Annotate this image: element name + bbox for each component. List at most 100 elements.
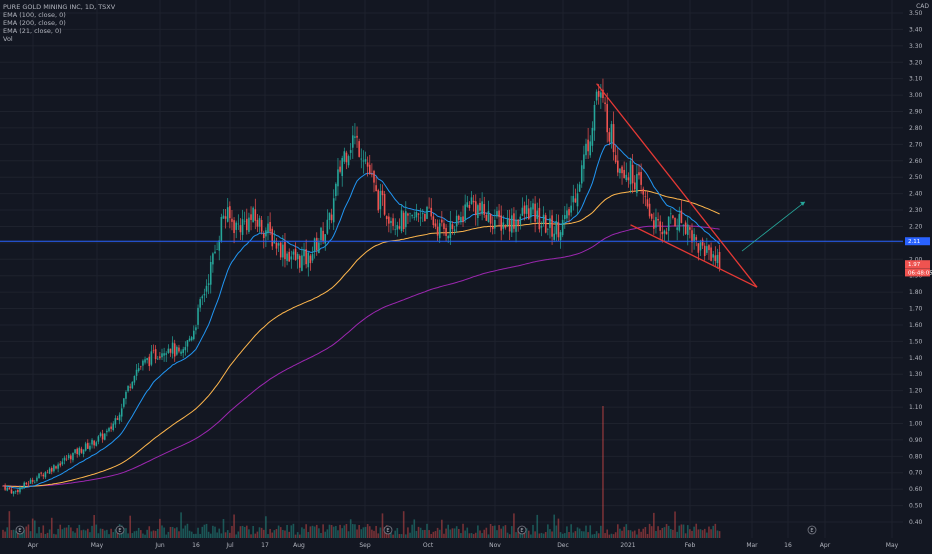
candle-body — [199, 299, 201, 308]
candle-body — [330, 214, 333, 221]
volume-bar — [40, 532, 42, 538]
candle-body — [455, 215, 458, 227]
volume-bar — [46, 532, 49, 538]
volume-bar — [25, 526, 28, 538]
y-tick-label: 2.20 — [909, 223, 923, 230]
candle-body — [48, 468, 51, 474]
candle-body — [587, 139, 589, 152]
volume-bar — [718, 531, 721, 538]
volume-bar — [441, 519, 443, 538]
candle-body — [500, 215, 502, 231]
volume-bar — [267, 534, 269, 538]
volume-bar — [36, 533, 38, 538]
y-tick-label: 2.00 — [909, 256, 923, 263]
candle-body — [485, 214, 488, 221]
volume-bar — [161, 525, 163, 538]
candle-body — [659, 221, 661, 231]
candle-body — [561, 219, 564, 236]
candle-body — [591, 127, 594, 146]
y-tick-label: 1.70 — [909, 306, 923, 313]
earnings-marker — [15, 525, 25, 535]
candle-body — [324, 234, 327, 244]
candle-body — [4, 485, 6, 490]
volume-bar — [602, 406, 604, 538]
volume-bar — [70, 527, 72, 538]
volume-bar — [27, 524, 30, 538]
candle-body — [589, 141, 592, 156]
candle-body — [17, 489, 19, 493]
legend-title: PURE GOLD MINING INC, 1D, TSXV — [3, 3, 116, 11]
candle-body — [260, 220, 263, 232]
y-tick-label: 1.00 — [909, 420, 923, 427]
candle-body — [360, 158, 363, 160]
candle-body — [547, 228, 549, 230]
volume-bar — [123, 527, 125, 538]
candle-body — [103, 433, 106, 440]
candle-body — [706, 246, 708, 253]
candle-body — [602, 89, 604, 99]
candle-body — [468, 204, 471, 209]
candle-body — [169, 348, 172, 353]
candle-body — [368, 164, 371, 175]
volume-bar — [710, 529, 712, 538]
volume-bar — [555, 525, 558, 538]
candle-body — [385, 216, 388, 220]
volume-bar — [10, 530, 13, 538]
candle-body — [354, 136, 356, 138]
volume-bar — [286, 525, 288, 538]
candle-body — [161, 353, 163, 358]
volume-bar — [640, 531, 642, 538]
candle-body — [252, 207, 254, 223]
candle-body — [415, 212, 418, 218]
volume-bar — [712, 525, 714, 538]
candle-body — [670, 213, 672, 215]
candle-body — [553, 233, 555, 240]
candle-body — [597, 91, 600, 97]
candle-body — [498, 210, 500, 218]
candle-body — [65, 458, 68, 460]
volume-bar — [182, 528, 184, 538]
volume-bar — [163, 527, 165, 538]
volume-bar — [411, 524, 413, 538]
volume-bar — [693, 526, 695, 538]
y-tick-label: 1.40 — [909, 355, 923, 362]
volume-bar — [381, 513, 384, 538]
candle-body — [494, 219, 496, 229]
candle-body — [612, 124, 615, 153]
volume-bar — [421, 530, 424, 538]
volume-bar — [597, 533, 600, 538]
volume-bar — [445, 528, 447, 538]
candle-body — [173, 343, 176, 357]
candle-body — [714, 255, 717, 262]
candle-body — [284, 241, 286, 260]
candle-body — [159, 356, 161, 359]
candle-body — [689, 227, 691, 230]
candle-body — [347, 156, 350, 166]
candle-body — [523, 205, 526, 214]
candle-body — [82, 449, 85, 455]
volume-bar — [449, 529, 452, 538]
y-tick-label: 2.50 — [909, 174, 923, 181]
volume-bar — [256, 531, 259, 538]
volume-bar — [146, 529, 148, 538]
earnings-marker-label: E — [520, 528, 523, 534]
candle-body — [419, 217, 422, 219]
volume-bar — [434, 531, 437, 538]
volume-bar — [517, 527, 519, 538]
candle-body — [335, 183, 337, 197]
candle-body — [218, 240, 221, 251]
candle-body — [237, 223, 240, 225]
volume-bar — [589, 525, 592, 538]
volume-bar — [608, 534, 611, 538]
volume-bar — [339, 524, 341, 538]
volume-bar — [362, 527, 365, 538]
candle-body — [716, 254, 719, 264]
volume-bar — [394, 530, 396, 538]
volume-bar — [201, 526, 204, 538]
x-tick-label: Apr — [28, 542, 39, 549]
candle-body — [99, 433, 102, 436]
volume-bar — [345, 524, 348, 538]
candle-body — [458, 215, 460, 220]
y-tick-label: 0.60 — [909, 486, 923, 493]
